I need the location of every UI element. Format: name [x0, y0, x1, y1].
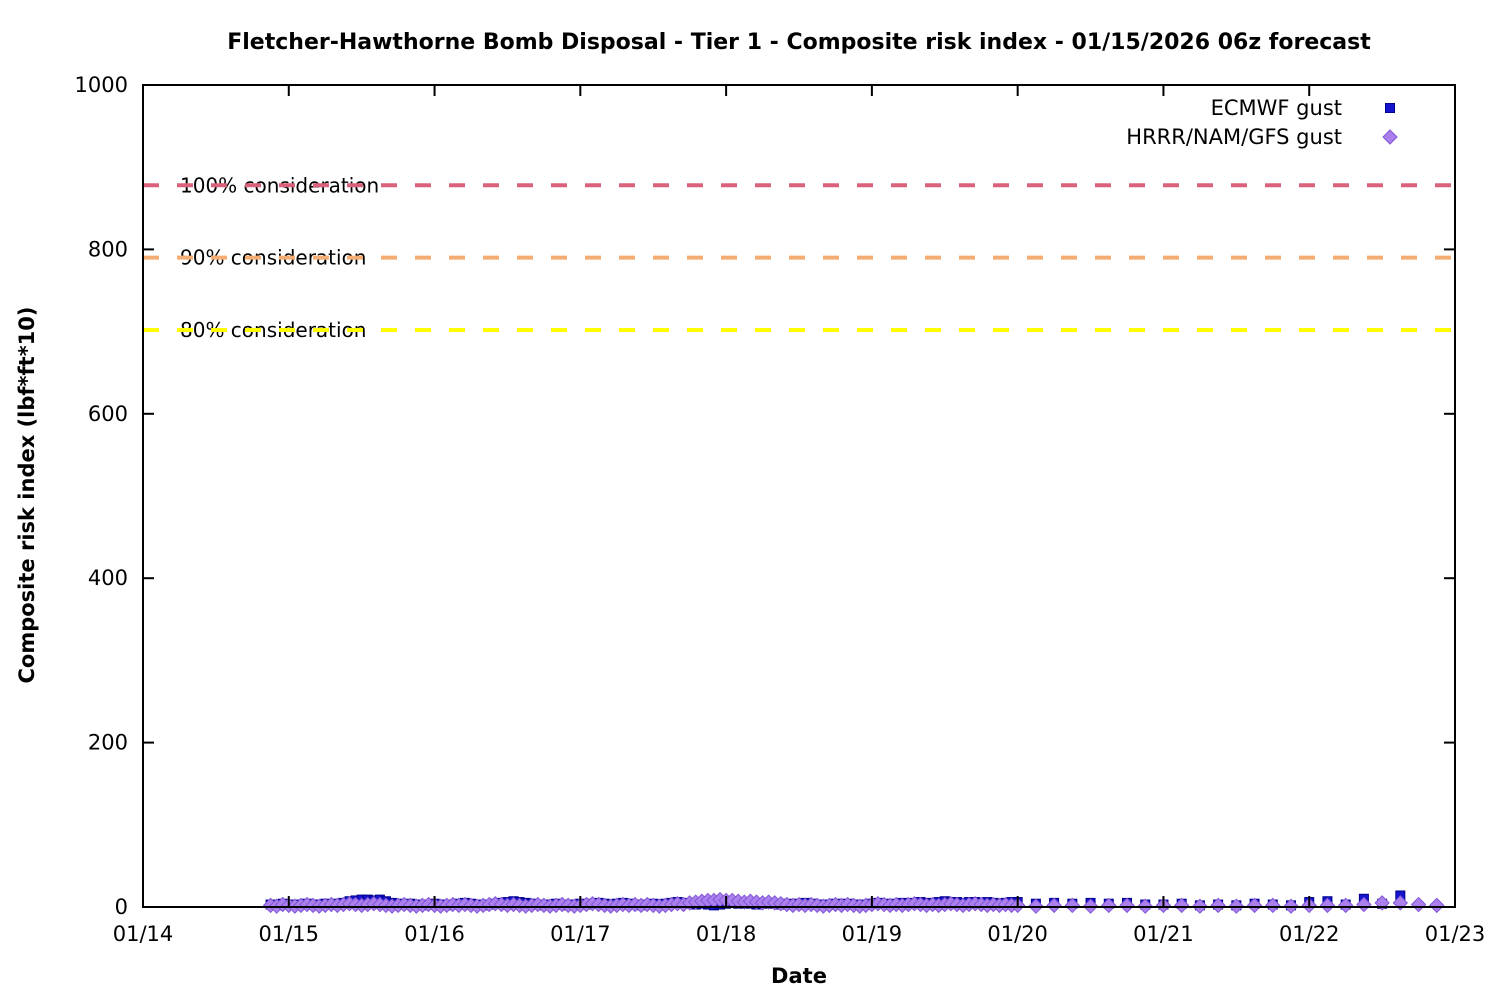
x-tick-label: 01/16 [404, 922, 465, 946]
y-tick-label: 800 [88, 237, 128, 261]
data-point-diamond [1265, 897, 1281, 914]
data-point-diamond [1337, 897, 1354, 914]
legend-marker-diamond [1382, 129, 1398, 145]
y-axis-label: Composite risk index (lbf*ft*10) [15, 306, 39, 684]
data-point-diamond [1356, 896, 1372, 913]
x-tick-label: 01/21 [1133, 922, 1194, 946]
x-axis-label: Date [771, 964, 827, 988]
data-point-diamond [1429, 897, 1445, 914]
data-point-diamond [1064, 897, 1081, 914]
x-tick-label: 01/17 [550, 922, 611, 946]
x-tick-label: 01/15 [259, 922, 320, 946]
y-tick-label: 600 [88, 402, 128, 426]
y-tick-label: 1000 [75, 73, 128, 97]
threshold-label-90: 90% consideration [180, 246, 366, 270]
data-point-diamond [1119, 897, 1135, 914]
threshold-label-80: 80% consideration [180, 318, 366, 342]
data-point-diamond [1246, 897, 1263, 914]
x-tick-label: 01/23 [1425, 922, 1486, 946]
data-point-diamond [1173, 897, 1190, 914]
data-point-diamond [1210, 897, 1226, 914]
legend-marker-square [1385, 103, 1395, 113]
plot-border [142, 84, 1456, 908]
data-point-diamond [1101, 897, 1117, 914]
legend-label-hrrr-nam-gfs: HRRR/NAM/GFS gust [1126, 125, 1342, 149]
x-tick-label: 01/14 [113, 922, 174, 946]
y-tick-label: 400 [88, 566, 128, 590]
y-tick-label: 0 [115, 895, 128, 919]
legend-label-ecmwf: ECMWF gust [1211, 96, 1342, 120]
x-tick-label: 01/18 [696, 922, 757, 946]
data-point-diamond [1046, 897, 1062, 914]
x-tick-label: 01/22 [1279, 922, 1340, 946]
x-tick-label: 01/19 [842, 922, 903, 946]
x-tick-label: 01/20 [987, 922, 1048, 946]
chart-title: Fletcher-Hawthorne Bomb Disposal - Tier … [227, 30, 1371, 55]
y-tick-label: 200 [88, 731, 128, 755]
data-point-diamond [1319, 897, 1336, 914]
data-point-diamond [1410, 896, 1427, 913]
